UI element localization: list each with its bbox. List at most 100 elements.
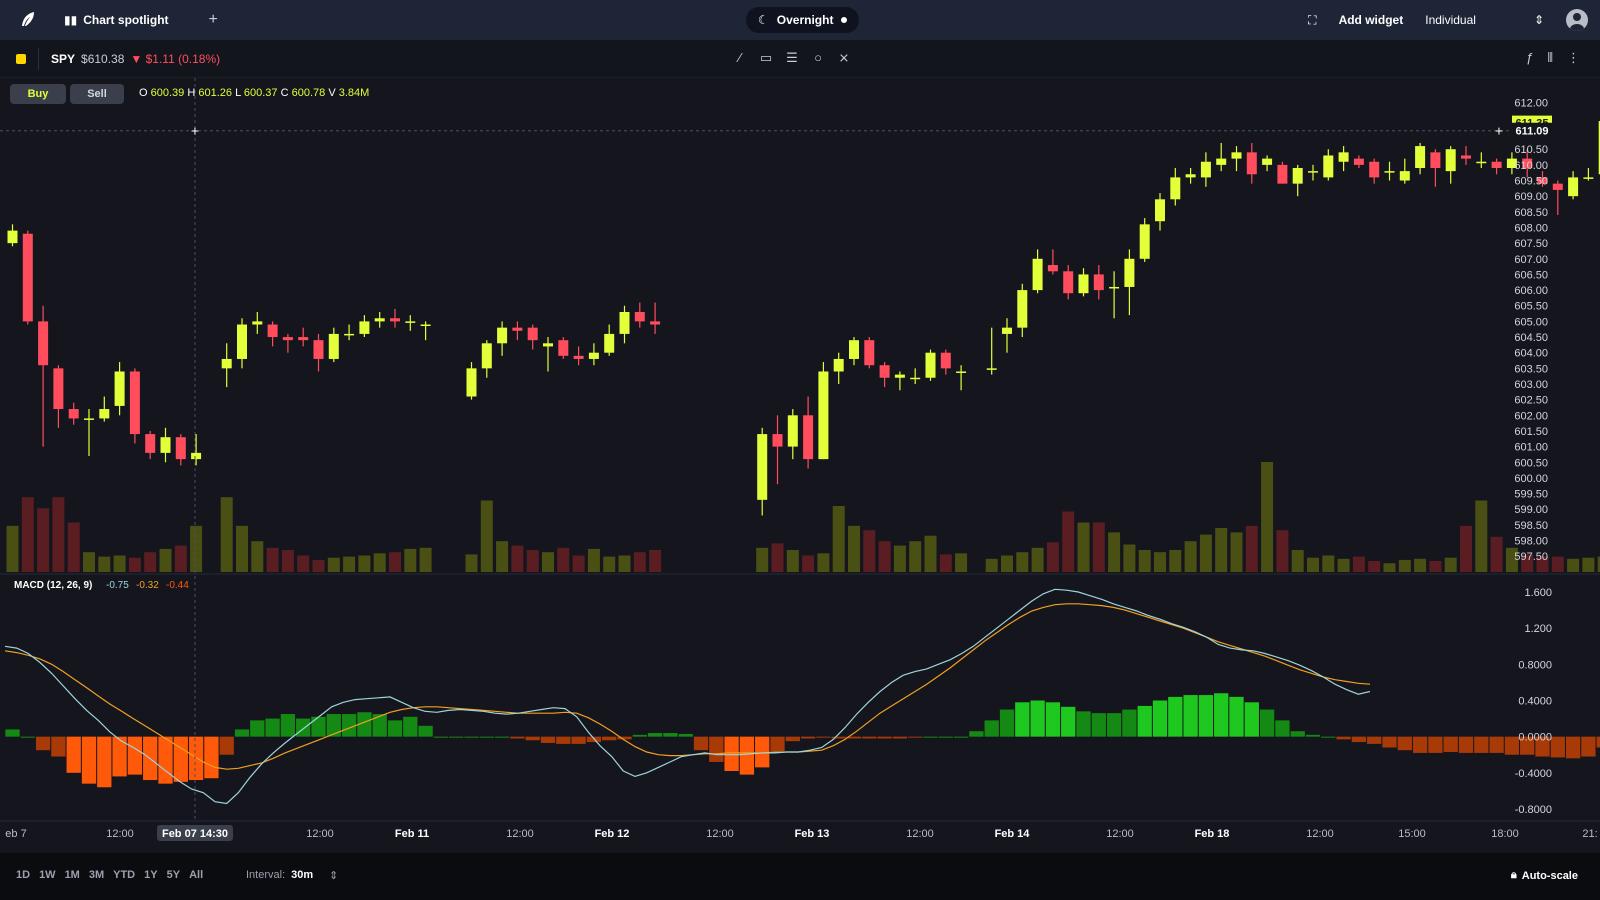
volume-bar xyxy=(266,547,279,572)
price-tick-label: 602.00 xyxy=(1514,410,1548,422)
measure-tool-icon[interactable]: ⨯ xyxy=(838,50,850,65)
macd-histogram-bar xyxy=(709,736,724,762)
ohlc-close: 600.78 xyxy=(291,87,326,99)
range-ytd[interactable]: YTD xyxy=(113,869,136,881)
more-options-icon[interactable]: ⋮ xyxy=(1567,50,1580,65)
sell-button[interactable]: Sell xyxy=(70,84,124,104)
macd-histogram-bar xyxy=(938,736,953,738)
account-selector[interactable]: Individual ⇕ xyxy=(1425,13,1544,27)
candle-body xyxy=(1522,158,1533,168)
add-tab-icon[interactable]: + xyxy=(208,11,218,28)
ticker[interactable]: SPY xyxy=(51,51,76,66)
volume-bar xyxy=(1276,530,1289,572)
candle-body xyxy=(787,415,798,447)
macd-histogram-bar xyxy=(1061,706,1076,737)
macd-histogram-bar xyxy=(770,736,785,752)
volume-bar xyxy=(236,525,248,572)
macd-histogram-bar xyxy=(1412,736,1428,753)
session-overnight-toggle[interactable]: ☾ Overnight xyxy=(746,7,860,33)
macd-histogram-bar xyxy=(112,736,127,777)
autoscale-toggle[interactable]: 🔒︎ Auto-scale xyxy=(1511,869,1578,882)
candle-body xyxy=(1583,177,1594,179)
candle-body xyxy=(772,434,783,447)
rectangle-tool-icon[interactable]: ▭ xyxy=(759,50,773,65)
macd-histogram-bar xyxy=(1428,736,1443,753)
candle-body xyxy=(282,337,293,341)
time-tick-label: Feb 14 xyxy=(995,828,1031,840)
range-3m[interactable]: 3M xyxy=(88,869,105,881)
candle-type-icon[interactable]: ⫴ xyxy=(1547,50,1553,65)
price-tick-label: 604.00 xyxy=(1514,348,1548,360)
candle-body xyxy=(634,312,645,322)
macd-histogram-bar xyxy=(1198,695,1214,737)
candle-body xyxy=(1476,161,1487,164)
macd-histogram-bar xyxy=(1015,702,1030,737)
candle-body xyxy=(650,321,661,325)
volume-bar xyxy=(511,545,524,572)
macd-histogram-bar xyxy=(1290,731,1305,737)
buy-button[interactable]: Buy xyxy=(10,84,66,104)
macd-histogram-bar xyxy=(969,731,984,737)
range-1d[interactable]: 1D xyxy=(16,869,31,881)
ohlc-o-label: O xyxy=(139,87,148,99)
chart-area[interactable]: 612.00 610.50 610.00 609.50 609.00 608.50 608.… xyxy=(0,78,1600,853)
candle-body xyxy=(1491,161,1502,168)
volume-bar xyxy=(526,550,539,572)
volume-bar xyxy=(1551,556,1564,572)
price-tick-label: 606.50 xyxy=(1514,269,1548,281)
volume-bar xyxy=(6,525,19,572)
volume-bar xyxy=(1505,547,1518,572)
chart-canvas[interactable]: 612.00 610.50 610.00 609.50 609.00 608.50 608.… xyxy=(0,78,1600,853)
indicator-icon[interactable]: ƒ xyxy=(1526,50,1534,65)
candle-body xyxy=(1338,152,1349,162)
candle-body xyxy=(1277,164,1288,184)
candle-body xyxy=(22,233,33,322)
ohlc-high: 601.26 xyxy=(198,87,233,99)
macd-histogram-bar xyxy=(1397,736,1412,751)
range-1w[interactable]: 1W xyxy=(39,869,56,881)
macd-histogram-bar xyxy=(1305,734,1321,737)
volume-bar xyxy=(1398,559,1411,572)
candle-body xyxy=(1200,161,1211,178)
range-1m[interactable]: 1M xyxy=(64,869,80,881)
price-tick-label: 607.50 xyxy=(1514,238,1548,250)
volume-bar xyxy=(1597,556,1600,572)
feather-logo-icon[interactable] xyxy=(18,9,40,31)
macd-histogram-bar xyxy=(1535,736,1550,757)
macd-histogram-bar xyxy=(280,714,296,737)
fib-tool-icon[interactable]: ☰ xyxy=(786,50,798,65)
macd-histogram-bar xyxy=(632,734,647,737)
add-widget-button[interactable]: Add widget xyxy=(1338,13,1404,27)
interval-selector[interactable]: Interval: 30m ⇕ xyxy=(246,869,338,882)
range-5y[interactable]: 5Y xyxy=(166,869,181,881)
range-all[interactable]: All xyxy=(189,869,204,881)
macd-histogram-bar xyxy=(265,718,280,737)
volume-bar xyxy=(327,557,340,572)
price-tick-label: 597.50 xyxy=(1514,551,1548,563)
candle-body xyxy=(298,337,309,341)
price-tick-label: 606.00 xyxy=(1514,285,1548,297)
volume-bar xyxy=(939,554,952,572)
avatar[interactable] xyxy=(1566,9,1588,31)
add-alert-plus-icon[interactable]: + xyxy=(1495,123,1503,139)
volume-bar xyxy=(1429,561,1442,572)
tab-chart-spotlight[interactable]: ▮▮ Chart spotlight xyxy=(64,13,169,27)
line-tool-icon[interactable]: ∕ xyxy=(738,50,742,65)
macd-histogram-bar xyxy=(1382,736,1397,748)
macd-histogram-bar xyxy=(1504,736,1520,755)
candle-body xyxy=(1109,286,1120,289)
macd-histogram-bar xyxy=(785,736,800,742)
crosshair-time-box xyxy=(157,825,233,841)
symbol-color-swatch[interactable] xyxy=(16,53,26,64)
volume-bar xyxy=(358,555,371,572)
candle-body xyxy=(1231,152,1242,159)
candle-body xyxy=(374,318,385,322)
candle-body xyxy=(191,452,202,460)
comment-tool-icon[interactable]: ○ xyxy=(814,50,822,65)
macd-line xyxy=(4,588,1371,805)
candle-body xyxy=(833,358,844,372)
volume-bar xyxy=(1383,563,1396,572)
time-tick-label: 18:00 xyxy=(1491,828,1519,840)
fullscreen-icon[interactable]: ⛶ xyxy=(1308,12,1317,27)
range-1y[interactable]: 1Y xyxy=(144,869,158,881)
